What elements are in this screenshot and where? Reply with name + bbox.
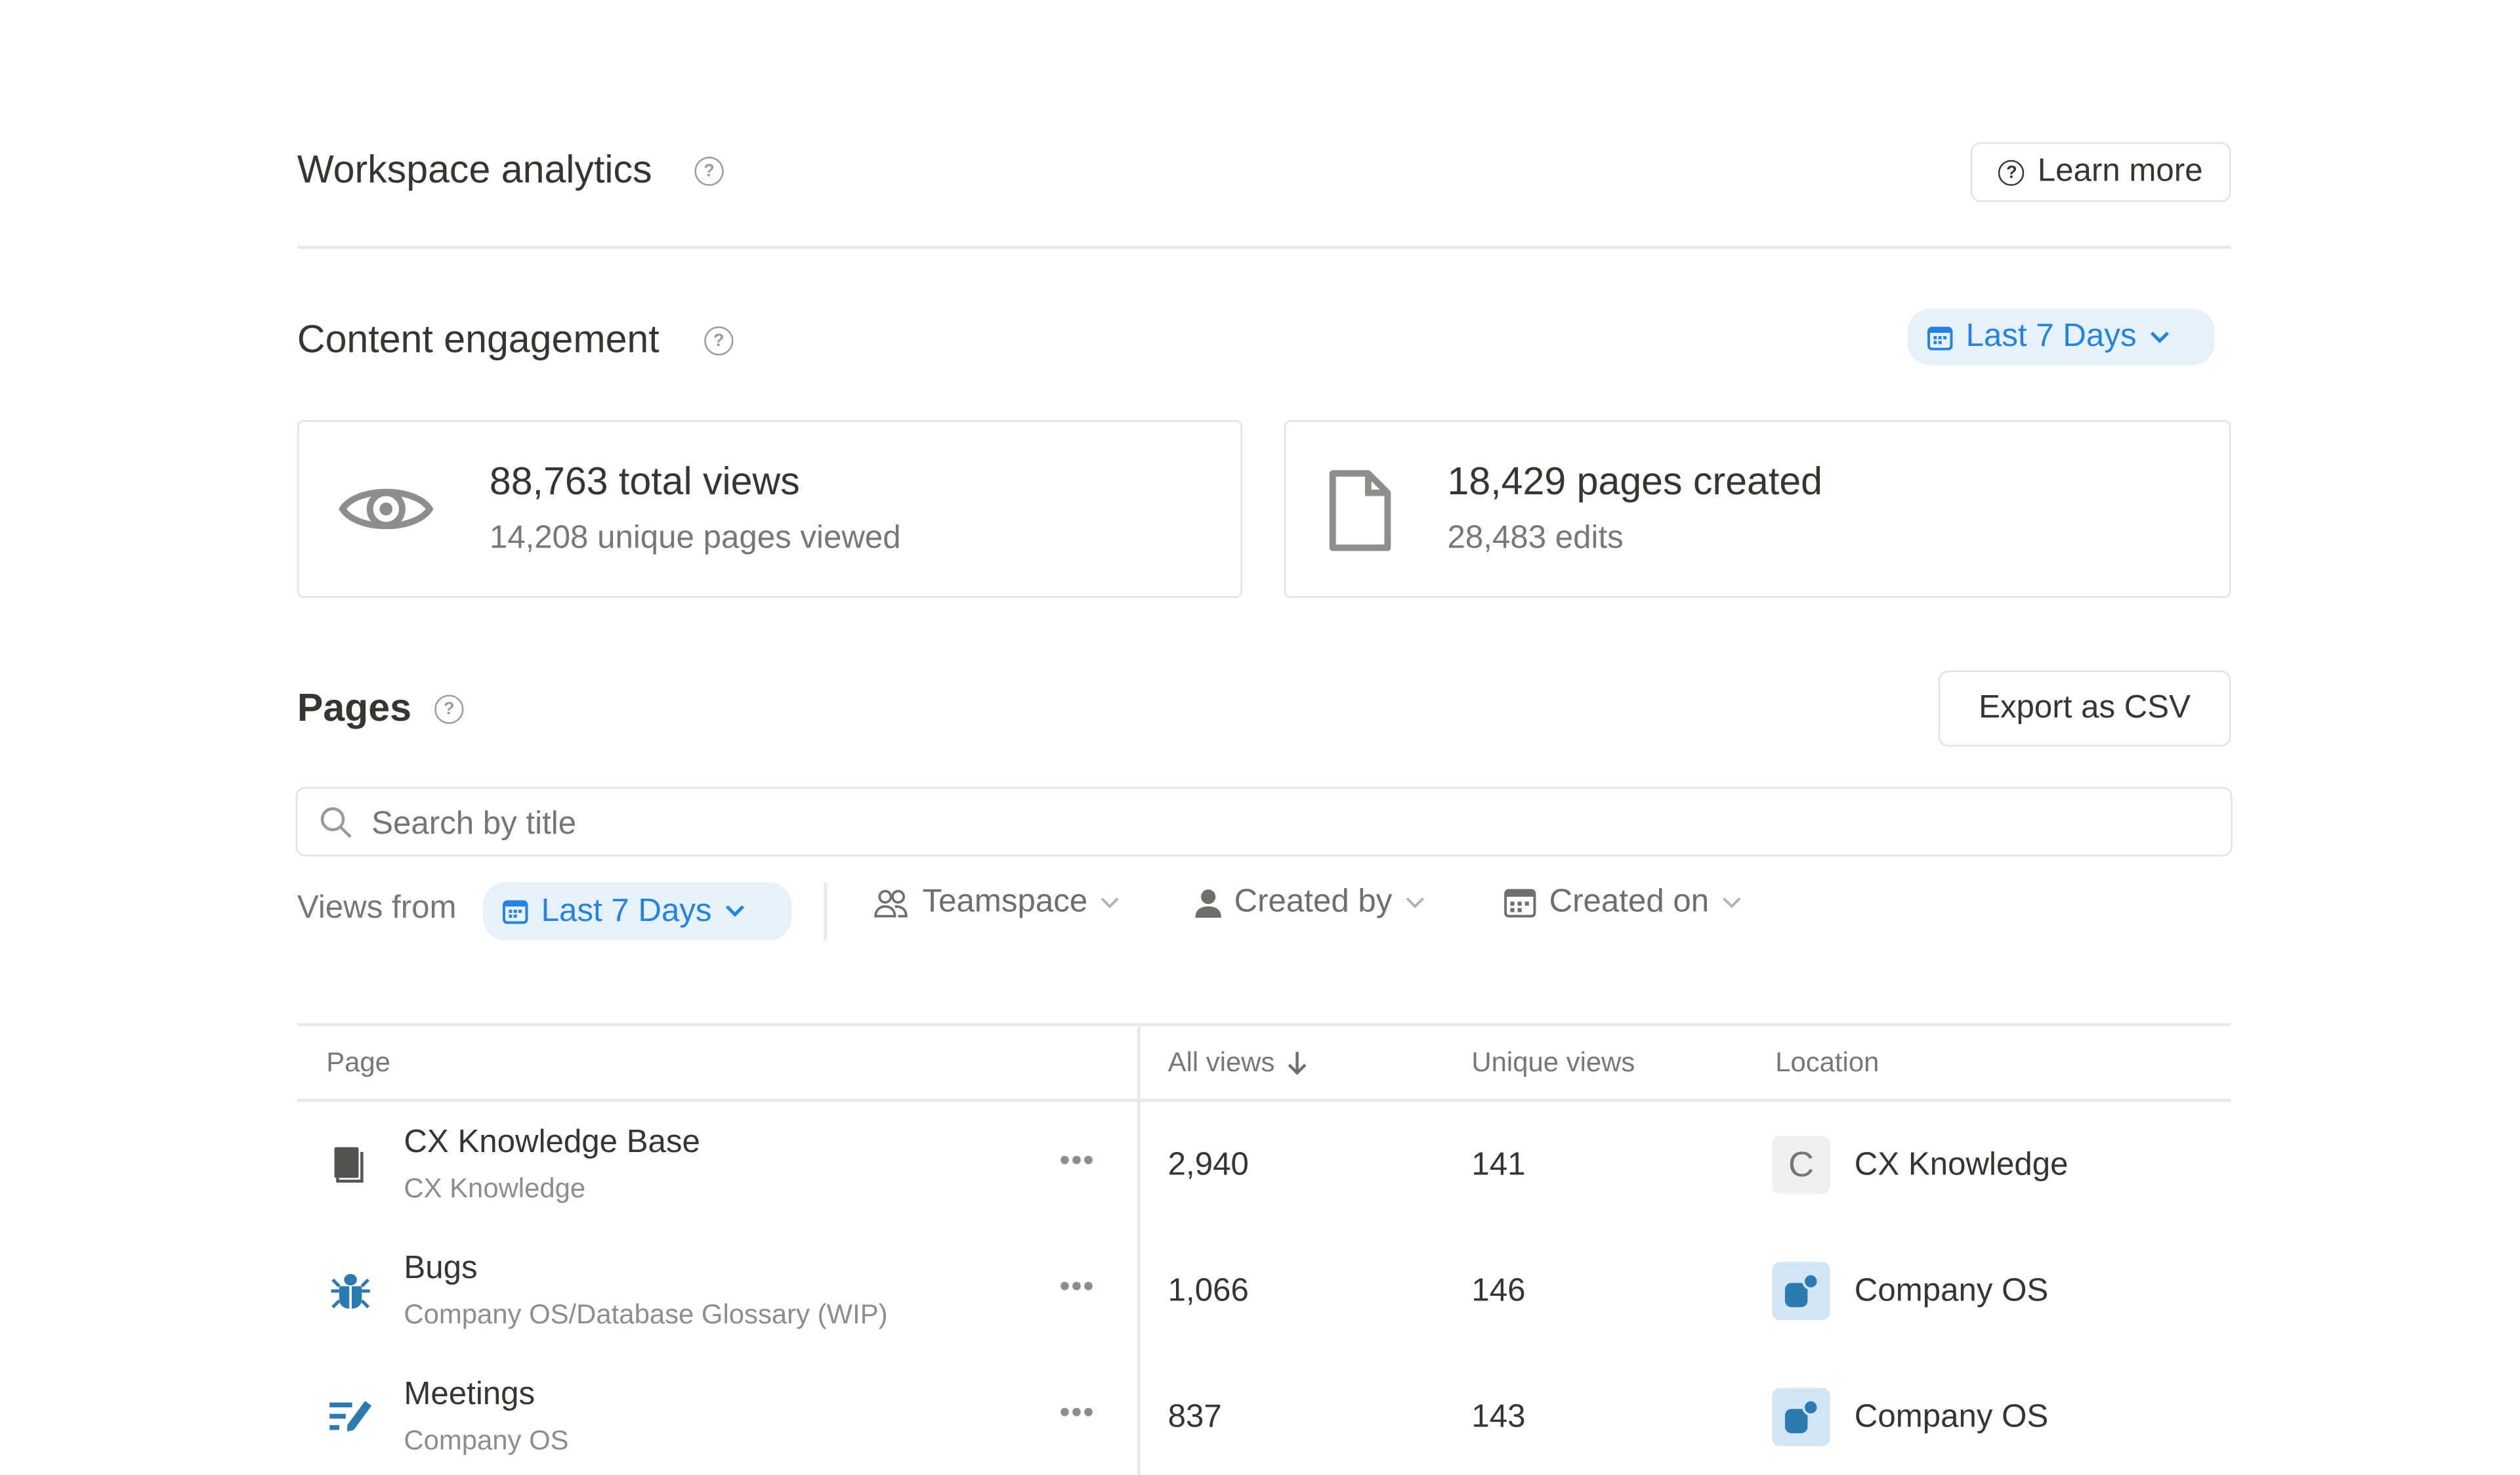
search-input[interactable] — [368, 798, 2152, 850]
unique-pages-viewed: 14,208 unique pages viewed — [489, 520, 901, 556]
all-views-cell: 837 — [1167, 1399, 1222, 1435]
page-path: CX Knowledge — [404, 1173, 586, 1204]
column-header-location[interactable]: Location — [1775, 1047, 1880, 1078]
eye-icon — [338, 488, 434, 530]
total-views: 88,763 total views — [489, 460, 800, 504]
arrow-down-icon — [1288, 1052, 1307, 1075]
bug-icon — [331, 1273, 370, 1309]
teamspace-filter[interactable]: Teamspace — [874, 884, 1120, 921]
created-on-filter[interactable]: Created on — [1504, 884, 1742, 921]
all-views-cell: 2,940 — [1167, 1147, 1249, 1183]
pages-created: 18,429 pages created — [1447, 460, 1823, 504]
chevron-down-icon — [1722, 896, 1741, 908]
help-icon[interactable]: ? — [694, 156, 724, 186]
teamspace-icon — [1772, 1262, 1830, 1321]
export-csv-button[interactable]: Export as CSV — [1938, 670, 2231, 747]
created-by-label: Created by — [1234, 884, 1393, 920]
teamspace-label: Teamspace — [922, 884, 1088, 920]
calendar-icon — [1927, 326, 1953, 350]
edits-count: 28,483 edits — [1447, 520, 1624, 556]
page-path: Company OS — [404, 1425, 569, 1456]
views-from-dropdown[interactable]: Last 7 Days — [482, 882, 792, 941]
unique-views-cell: 146 — [1471, 1273, 1526, 1309]
date-range-dropdown[interactable]: Last 7 Days — [1908, 309, 2215, 366]
unique-views-cell: 143 — [1471, 1399, 1526, 1435]
calendar-icon — [1504, 888, 1536, 917]
location-cell[interactable]: Company OS — [1854, 1399, 2049, 1435]
created-by-filter[interactable]: Created by — [1195, 884, 1425, 921]
more-options-icon[interactable]: ••• — [1059, 1270, 1095, 1302]
calendar-icon — [503, 900, 528, 924]
table-row[interactable]: Meetings Company OS ••• 837 143 Company … — [297, 1354, 2231, 1470]
pages-card: 18,429 pages created 28,483 edits — [1284, 419, 2231, 598]
location-cell[interactable]: CX Knowledge — [1854, 1147, 2068, 1183]
views-from-range: Last 7 Days — [541, 892, 712, 929]
more-options-icon[interactable]: ••• — [1059, 1144, 1095, 1176]
views-from-label: Views from — [297, 890, 457, 926]
teamspace-letter-icon: C — [1772, 1136, 1830, 1195]
book-icon — [334, 1147, 364, 1183]
help-icon[interactable]: ? — [434, 695, 464, 724]
document-icon — [1329, 470, 1391, 551]
more-options-icon[interactable]: ••• — [1059, 1396, 1095, 1428]
search-icon — [320, 807, 352, 838]
all-views-label: All views — [1167, 1047, 1275, 1078]
person-icon — [1195, 888, 1221, 917]
column-header-page[interactable]: Page — [326, 1047, 390, 1078]
views-card: 88,763 total views 14,208 unique pages v… — [297, 419, 1242, 598]
help-icon[interactable]: ? — [704, 326, 734, 356]
table-row[interactable]: Bugs Company OS/Database Glossary (WIP) … — [297, 1228, 2231, 1354]
page-title-cell[interactable]: Bugs — [404, 1251, 478, 1287]
page-title: Workspace analytics — [297, 148, 652, 192]
section-title: Content engagement — [297, 318, 660, 362]
people-icon — [874, 889, 908, 917]
divider — [297, 246, 2231, 248]
chevron-down-icon — [724, 905, 744, 917]
help-icon: ? — [1998, 159, 2025, 185]
column-header-all-views[interactable]: All views — [1168, 1047, 1307, 1079]
chevron-down-icon — [1406, 896, 1424, 908]
date-range-label: Last 7 Days — [1965, 318, 2137, 354]
unique-views-cell: 141 — [1471, 1147, 1526, 1183]
page-title-cell[interactable]: Meetings — [404, 1377, 536, 1413]
page-path: Company OS/Database Glossary (WIP) — [404, 1299, 888, 1330]
search-input-wrapper — [295, 786, 2233, 857]
location-cell[interactable]: Company OS — [1854, 1273, 2049, 1309]
divider — [824, 882, 827, 941]
all-views-cell: 1,066 — [1167, 1273, 1249, 1309]
column-header-unique-views[interactable]: Unique views — [1471, 1047, 1635, 1078]
created-on-label: Created on — [1549, 884, 1710, 920]
edit-list-icon — [329, 1401, 372, 1432]
table-header-border — [297, 1098, 2231, 1101]
section-title: Pages — [297, 687, 411, 731]
table-top-border — [297, 1023, 2231, 1025]
chevron-down-icon — [1101, 896, 1120, 908]
chevron-down-icon — [2150, 331, 2169, 343]
learn-more-label: Learn more — [2037, 153, 2203, 189]
column-divider — [1137, 1023, 1140, 1475]
learn-more-button[interactable]: ? Learn more — [1971, 142, 2231, 202]
page-title-cell[interactable]: CX Knowledge Base — [404, 1124, 700, 1161]
table-row[interactable]: CX Knowledge Base CX Knowledge ••• 2,940… — [297, 1102, 2231, 1228]
teamspace-icon — [1772, 1388, 1830, 1447]
